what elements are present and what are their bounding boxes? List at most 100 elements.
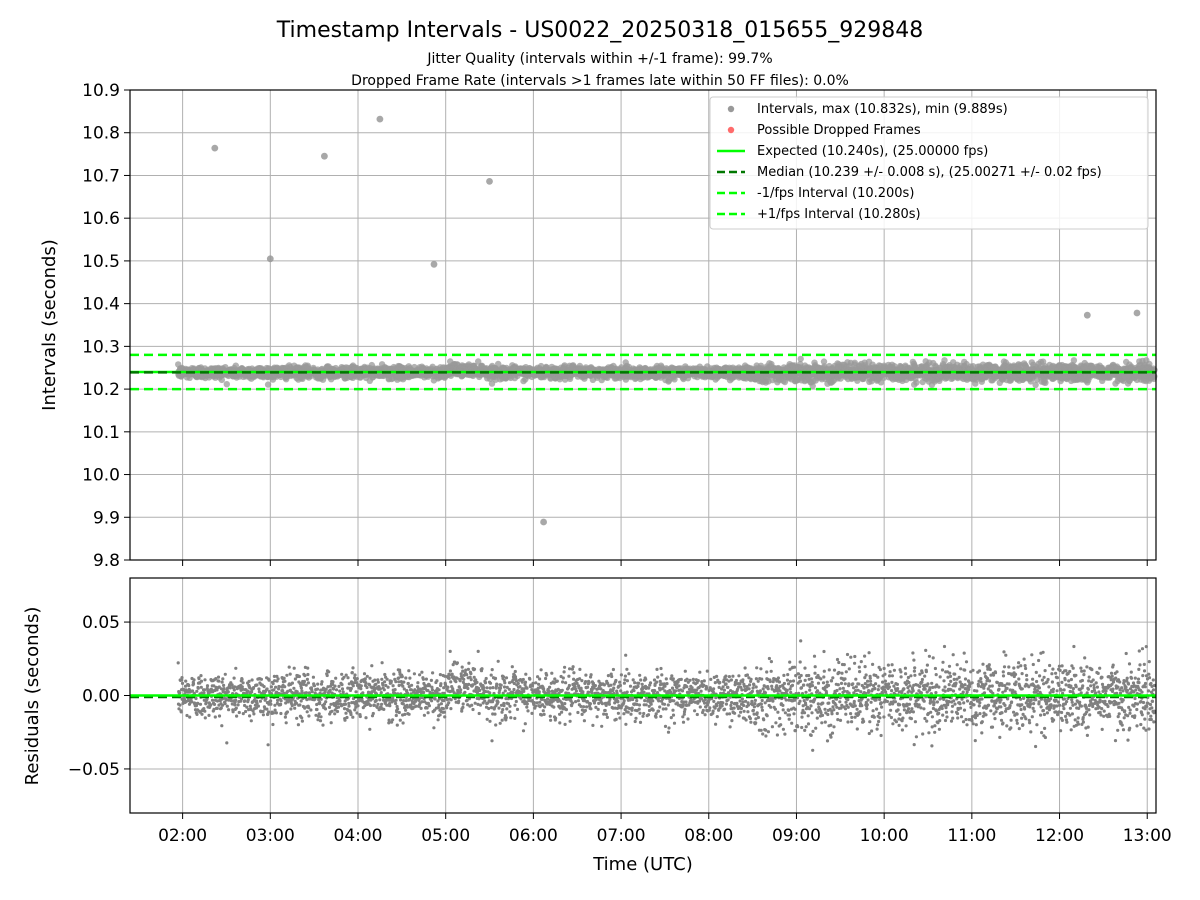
residual-point bbox=[394, 713, 398, 718]
chart-subtitle-jitter: Jitter Quality (intervals within +/-1 fr… bbox=[426, 51, 772, 67]
residual-point bbox=[240, 677, 244, 682]
residual-point bbox=[232, 676, 236, 680]
residual-point bbox=[234, 666, 238, 670]
residual-point bbox=[235, 714, 239, 718]
residual-point bbox=[225, 741, 229, 745]
residual-point bbox=[364, 681, 368, 685]
residual-point bbox=[358, 714, 362, 719]
residual-point bbox=[399, 698, 403, 702]
residual-point bbox=[199, 674, 203, 678]
residual-point bbox=[336, 702, 340, 706]
residual-point bbox=[276, 677, 280, 681]
residual-point bbox=[394, 698, 398, 702]
residual-point bbox=[226, 690, 230, 694]
residual-point bbox=[207, 713, 211, 718]
residual-point bbox=[324, 700, 328, 704]
residual-point bbox=[283, 679, 287, 683]
interval-outlier-point bbox=[486, 178, 493, 185]
residual-point bbox=[387, 718, 391, 722]
residual-point bbox=[379, 691, 383, 695]
intervals-y-tick-label: 10.0 bbox=[82, 466, 120, 486]
residual-point bbox=[249, 719, 253, 723]
residual-point bbox=[321, 723, 325, 727]
residual-point bbox=[257, 687, 261, 691]
residual-point bbox=[274, 711, 278, 715]
residual-point bbox=[283, 715, 287, 719]
residual-point bbox=[328, 688, 332, 692]
residual-point bbox=[380, 702, 384, 706]
residual-point bbox=[304, 691, 308, 695]
residual-point bbox=[230, 683, 234, 687]
residual-point bbox=[195, 689, 199, 693]
legend-label-expected: Expected (10.240s), (25.00000 fps) bbox=[757, 144, 988, 159]
legend: Intervals, max (10.832s), min (9.889s) P… bbox=[709, 96, 1149, 230]
residual-point bbox=[410, 683, 414, 687]
residual-point bbox=[213, 715, 217, 719]
residual-point bbox=[343, 718, 347, 722]
residual-point bbox=[299, 686, 303, 690]
residual-point bbox=[221, 677, 225, 681]
residual-point bbox=[365, 685, 369, 690]
intervals-y-tick-label: 10.6 bbox=[82, 209, 120, 229]
residual-point bbox=[341, 690, 345, 694]
residual-point bbox=[355, 677, 359, 681]
residual-point bbox=[292, 666, 296, 670]
residual-point bbox=[261, 713, 265, 717]
residual-point bbox=[180, 676, 184, 680]
residual-point bbox=[318, 719, 323, 723]
residual-point bbox=[195, 712, 199, 717]
residual-point bbox=[402, 680, 406, 684]
residual-point bbox=[319, 715, 323, 719]
residual-point bbox=[349, 712, 353, 717]
intervals-y-tick-label: 10.9 bbox=[82, 81, 120, 101]
residual-point bbox=[198, 702, 203, 706]
residual-point bbox=[351, 666, 355, 670]
residual-point bbox=[216, 675, 221, 679]
legend-label-median: Median (10.239 +/- 0.008 s), (25.00271 +… bbox=[757, 165, 1102, 180]
residual-point bbox=[354, 690, 358, 694]
residual-point bbox=[345, 715, 349, 720]
residual-point bbox=[196, 686, 200, 690]
residual-point bbox=[223, 672, 227, 676]
residual-point bbox=[336, 705, 341, 709]
legend-marker-dropped bbox=[727, 126, 735, 134]
intervals-y-tick-label: 10.1 bbox=[82, 423, 120, 443]
residual-point bbox=[412, 672, 416, 676]
residual-point bbox=[217, 679, 221, 683]
residual-point bbox=[395, 723, 399, 727]
residual-point bbox=[234, 698, 238, 702]
interval-point bbox=[941, 357, 948, 364]
residual-point bbox=[296, 723, 300, 727]
residual-point bbox=[368, 676, 372, 680]
interval-point bbox=[1032, 381, 1039, 389]
interval-point bbox=[223, 381, 230, 388]
residual-point bbox=[203, 709, 207, 713]
residual-point bbox=[233, 685, 237, 689]
residual-point bbox=[365, 674, 369, 678]
residual-point bbox=[283, 685, 287, 689]
residual-point bbox=[404, 676, 408, 680]
residual-point bbox=[205, 684, 210, 688]
residual-point bbox=[258, 699, 262, 703]
residual-point bbox=[271, 711, 275, 715]
residual-point bbox=[269, 702, 273, 706]
residual-point bbox=[355, 711, 359, 715]
residual-point bbox=[191, 682, 196, 686]
residual-point bbox=[234, 706, 238, 710]
residual-point bbox=[351, 715, 355, 719]
residual-point bbox=[376, 702, 380, 706]
residual-point bbox=[346, 676, 350, 680]
residual-point bbox=[378, 698, 382, 702]
residual-point bbox=[325, 673, 329, 678]
residual-point bbox=[330, 709, 334, 713]
residual-point bbox=[323, 690, 327, 694]
residual-point bbox=[293, 706, 297, 710]
residual-point bbox=[387, 721, 391, 725]
residual-point bbox=[400, 675, 404, 679]
residual-point bbox=[391, 684, 395, 688]
residual-point bbox=[393, 688, 397, 692]
interval-point bbox=[913, 379, 920, 386]
residual-point bbox=[199, 679, 204, 683]
residual-point bbox=[288, 672, 292, 676]
